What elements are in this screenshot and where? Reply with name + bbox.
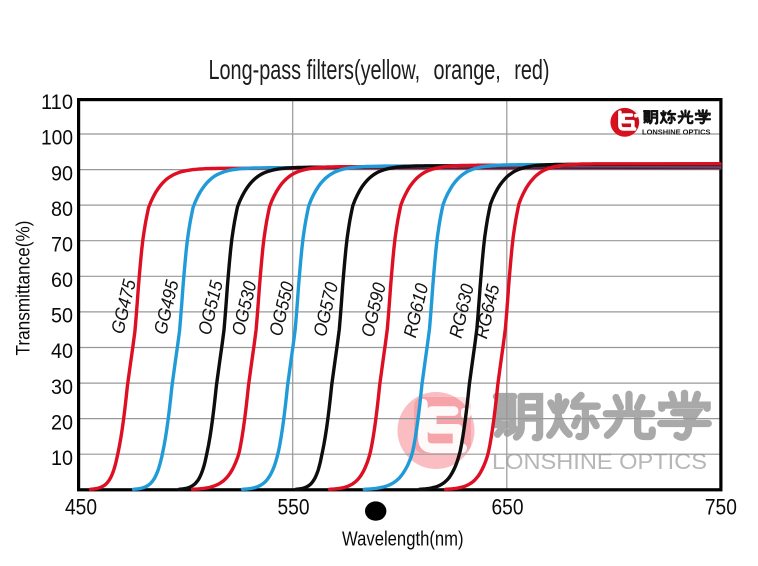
- svg-text:110: 110: [41, 91, 73, 114]
- svg-text:550: 550: [278, 495, 310, 520]
- svg-text:Transmittance(%): Transmittance(%): [14, 221, 35, 356]
- svg-text:60: 60: [51, 269, 73, 292]
- svg-text:650: 650: [492, 495, 524, 520]
- svg-text:30: 30: [51, 376, 73, 399]
- svg-text:LONSHINE OPTICS: LONSHINE OPTICS: [492, 449, 707, 474]
- svg-text:20: 20: [51, 411, 73, 434]
- svg-text:80: 80: [51, 198, 73, 221]
- svg-text:Long-pass filters(yellow, or: Long-pass filters(yellow, orange, red): [209, 54, 550, 85]
- svg-text:10: 10: [51, 447, 73, 470]
- svg-text:50: 50: [51, 305, 73, 328]
- svg-text:750: 750: [705, 495, 737, 520]
- svg-text:90: 90: [51, 162, 73, 185]
- svg-text:LONSHINE OPTICS: LONSHINE OPTICS: [642, 128, 711, 137]
- svg-text:Wavelength(nm): Wavelength(nm): [342, 528, 464, 551]
- svg-text:70: 70: [51, 233, 73, 256]
- svg-text:40: 40: [51, 340, 73, 363]
- svg-text:450: 450: [65, 495, 97, 520]
- svg-text:100: 100: [41, 127, 73, 150]
